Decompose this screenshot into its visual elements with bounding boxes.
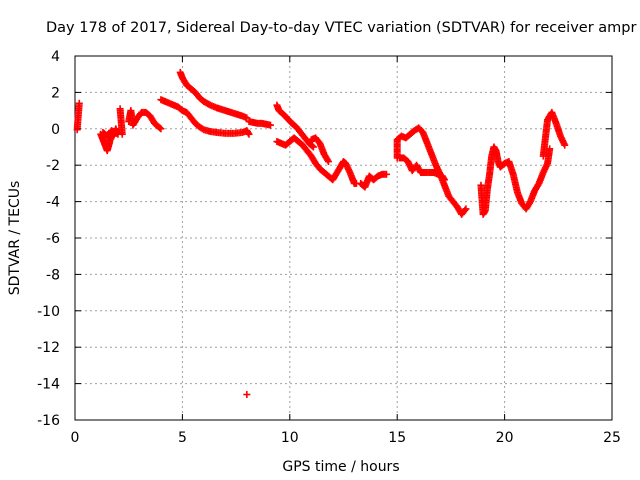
y-tick-label: 0 [51, 122, 60, 138]
data-point [324, 156, 332, 164]
data-points [73, 68, 569, 399]
x-tick-label: 25 [603, 430, 621, 446]
data-point [461, 206, 469, 214]
y-tick-label: -2 [46, 158, 60, 174]
y-tick-label: -6 [46, 231, 60, 247]
axis-ticks [74, 55, 613, 421]
data-point [157, 125, 165, 133]
data-point [243, 391, 251, 399]
y-tick-label: -10 [37, 304, 60, 320]
x-tick-label: 15 [388, 430, 406, 446]
grid [75, 56, 612, 420]
y-tick-labels: 4 2 0 -2 -4 -6 -8 -10 -12 -14 -16 [37, 49, 60, 429]
data-point [561, 141, 569, 149]
data-point [266, 121, 274, 129]
y-axis-label: SDTVAR / TECUs [7, 181, 23, 296]
data-point [156, 124, 164, 132]
data-point [324, 158, 332, 166]
y-tick-label: 2 [51, 85, 60, 101]
y-tick-label: 4 [51, 49, 60, 65]
x-tick-label: 10 [281, 430, 299, 446]
data-point [245, 130, 253, 138]
data-point [118, 130, 126, 138]
x-tick-labels: 0 5 10 15 20 25 [71, 430, 621, 446]
data-point [112, 128, 120, 136]
y-tick-label: -16 [37, 413, 60, 429]
x-tick-label: 0 [71, 430, 80, 446]
x-tick-label: 5 [178, 430, 187, 446]
data-point [243, 114, 251, 122]
y-tick-label: -8 [46, 267, 60, 283]
y-tick-label: -12 [37, 340, 60, 356]
x-tick-label: 20 [496, 430, 514, 446]
data-point [382, 170, 390, 178]
y-tick-label: -4 [46, 195, 60, 211]
data-point [440, 176, 448, 184]
data-point [309, 143, 317, 151]
y-tick-label: -14 [37, 377, 60, 393]
x-axis-label: GPS time / hours [282, 459, 399, 475]
data-point [75, 99, 83, 107]
data-point [308, 142, 316, 150]
chart-title: Day 178 of 2017, Sidereal Day-to-day VTE… [46, 20, 636, 36]
data-point [462, 205, 470, 213]
